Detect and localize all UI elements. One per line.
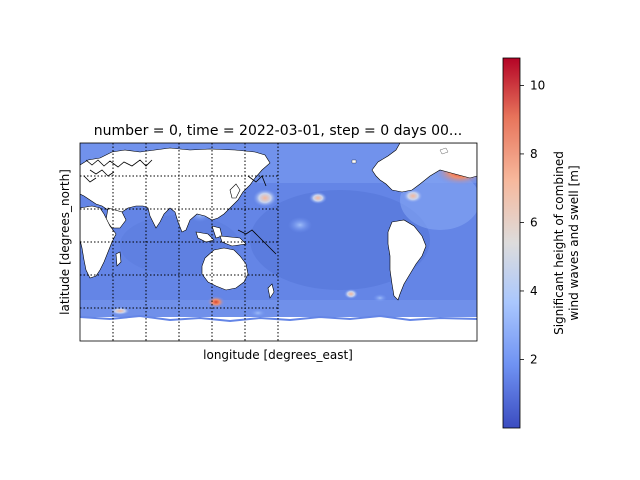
map-gridlines (80, 143, 279, 341)
eurasia-landmass (80, 147, 271, 233)
colorbar-tick-label: 6 (530, 215, 538, 229)
colorbar-tick-label: 2 (530, 352, 538, 366)
plot-title: number = 0, time = 2022-03-01, step = 0 … (94, 123, 463, 139)
colorbar-gradient (502, 57, 521, 429)
north-america-landmass (371, 143, 477, 193)
map-axes-frame (79, 142, 478, 342)
colorbar-tick-label: 10 (530, 78, 545, 92)
colorbar-ticks: 2 4 6 8 10 (520, 78, 545, 366)
coastline-detail (83, 159, 277, 255)
colorbar-label-line2: wind waves and swell [m] (567, 165, 581, 320)
x-axis-label: longitude [degrees_east] (203, 348, 353, 362)
y-axis-label: latitude [degrees_north] (58, 169, 72, 315)
australia-landmass (201, 247, 249, 291)
colorbar: 2 4 6 8 10 Significant height of combined wi… (502, 57, 581, 429)
south-america-landmass (387, 219, 427, 301)
colorbar-label-line1: Significant height of combined (552, 151, 566, 335)
colorbar-tick-label: 4 (530, 284, 538, 298)
map-axes (80, 143, 477, 341)
colorbar-tick-label: 8 (530, 147, 538, 161)
